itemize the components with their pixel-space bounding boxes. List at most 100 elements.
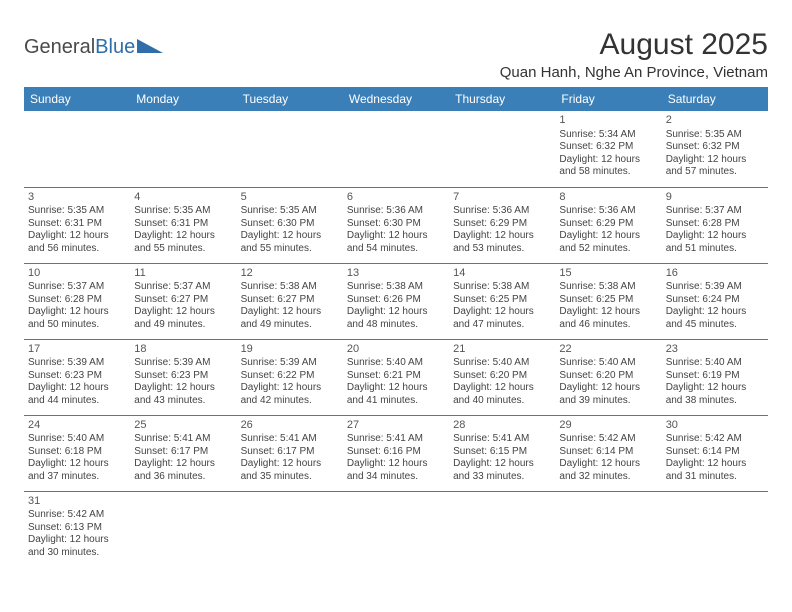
day-number: 30 — [666, 419, 764, 433]
calendar-cell — [343, 491, 449, 567]
calendar-cell — [237, 491, 343, 567]
daylight-text: Daylight: 12 hours and 50 minutes. — [28, 306, 126, 331]
sunset-text: Sunset: 6:28 PM — [666, 218, 764, 231]
daylight-text: Daylight: 12 hours and 51 minutes. — [666, 230, 764, 255]
day-number: 18 — [134, 343, 232, 357]
sunset-text: Sunset: 6:16 PM — [347, 446, 445, 459]
calendar-cell — [449, 491, 555, 567]
sunrise-text: Sunrise: 5:39 AM — [666, 281, 764, 294]
daylight-text: Daylight: 12 hours and 32 minutes. — [559, 458, 657, 483]
calendar-cell — [130, 111, 236, 187]
day-number: 29 — [559, 419, 657, 433]
sunset-text: Sunset: 6:17 PM — [134, 446, 232, 459]
calendar-cell: 12Sunrise: 5:38 AMSunset: 6:27 PMDayligh… — [237, 263, 343, 339]
sunset-text: Sunset: 6:19 PM — [666, 370, 764, 383]
sunset-text: Sunset: 6:29 PM — [559, 218, 657, 231]
daylight-text: Daylight: 12 hours and 43 minutes. — [134, 382, 232, 407]
calendar-row: 24Sunrise: 5:40 AMSunset: 6:18 PMDayligh… — [24, 415, 768, 491]
day-number: 10 — [28, 267, 126, 281]
daylight-text: Daylight: 12 hours and 56 minutes. — [28, 230, 126, 255]
daylight-text: Daylight: 12 hours and 38 minutes. — [666, 382, 764, 407]
sunrise-text: Sunrise: 5:39 AM — [241, 357, 339, 370]
sunset-text: Sunset: 6:27 PM — [241, 294, 339, 307]
day-number: 4 — [134, 191, 232, 205]
day-header: Thursday — [449, 87, 555, 111]
title-block: August 2025 Quan Hanh, Nghe An Province,… — [500, 28, 768, 81]
calendar-cell: 17Sunrise: 5:39 AMSunset: 6:23 PMDayligh… — [24, 339, 130, 415]
sunrise-text: Sunrise: 5:40 AM — [453, 357, 551, 370]
sunrise-text: Sunrise: 5:37 AM — [666, 205, 764, 218]
daylight-text: Daylight: 12 hours and 57 minutes. — [666, 154, 764, 179]
sunrise-text: Sunrise: 5:40 AM — [666, 357, 764, 370]
daylight-text: Daylight: 12 hours and 58 minutes. — [559, 154, 657, 179]
sunset-text: Sunset: 6:30 PM — [241, 218, 339, 231]
sunset-text: Sunset: 6:32 PM — [559, 141, 657, 154]
daylight-text: Daylight: 12 hours and 33 minutes. — [453, 458, 551, 483]
daylight-text: Daylight: 12 hours and 53 minutes. — [453, 230, 551, 255]
sunset-text: Sunset: 6:24 PM — [666, 294, 764, 307]
day-number: 17 — [28, 343, 126, 357]
day-number: 7 — [453, 191, 551, 205]
daylight-text: Daylight: 12 hours and 47 minutes. — [453, 306, 551, 331]
day-number: 20 — [347, 343, 445, 357]
day-number: 3 — [28, 191, 126, 205]
sunset-text: Sunset: 6:31 PM — [134, 218, 232, 231]
daylight-text: Daylight: 12 hours and 52 minutes. — [559, 230, 657, 255]
calendar-row: 17Sunrise: 5:39 AMSunset: 6:23 PMDayligh… — [24, 339, 768, 415]
daylight-text: Daylight: 12 hours and 37 minutes. — [28, 458, 126, 483]
sunrise-text: Sunrise: 5:40 AM — [559, 357, 657, 370]
sunrise-text: Sunrise: 5:35 AM — [28, 205, 126, 218]
calendar-row: 3Sunrise: 5:35 AM Sunset: 6:31 PM Daylight… — [24, 187, 768, 263]
calendar-cell: 2Sunrise: 5:35 AMSunset: 6:32 PMDaylight… — [662, 111, 768, 187]
sunrise-text: Sunrise: 5:40 AM — [28, 433, 126, 446]
calendar-cell: 16Sunrise: 5:39 AMSunset: 6:24 PMDayligh… — [662, 263, 768, 339]
calendar-cell: 11Sunrise: 5:37 AMSunset: 6:27 PMDayligh… — [130, 263, 236, 339]
sunrise-text: Sunrise: 5:34 AM — [559, 129, 657, 142]
logo: General Blue — [24, 36, 163, 59]
daylight-text: Daylight: 12 hours and 54 minutes. — [347, 230, 445, 255]
calendar-cell: 29Sunrise: 5:42 AMSunset: 6:14 PMDayligh… — [555, 415, 661, 491]
day-number: 9 — [666, 191, 764, 205]
sunrise-text: Sunrise: 5:38 AM — [347, 281, 445, 294]
daylight-text: Daylight: 12 hours and 30 minutes. — [28, 534, 126, 559]
daylight-text: Daylight: 12 hours and 35 minutes. — [241, 458, 339, 483]
daylight-text: Daylight: 12 hours and 40 minutes. — [453, 382, 551, 407]
sunrise-text: Sunrise: 5:38 AM — [559, 281, 657, 294]
day-header: Friday — [555, 87, 661, 111]
day-number: 12 — [241, 267, 339, 281]
sunrise-text: Sunrise: 5:42 AM — [559, 433, 657, 446]
sunset-text: Sunset: 6:14 PM — [666, 446, 764, 459]
calendar-cell — [555, 491, 661, 567]
day-number: 6 — [347, 191, 445, 205]
calendar-cell: 1Sunrise: 5:34 AMSunset: 6:32 PMDaylight… — [555, 111, 661, 187]
sunset-text: Sunset: 6:22 PM — [241, 370, 339, 383]
daylight-text: Daylight: 12 hours and 31 minutes. — [666, 458, 764, 483]
header: General Blue August 2025 Quan Hanh, Nghe… — [24, 28, 768, 81]
daylight-text: Daylight: 12 hours and 49 minutes. — [134, 306, 232, 331]
daylight-text: Daylight: 12 hours and 55 minutes. — [241, 230, 339, 255]
day-number: 23 — [666, 343, 764, 357]
day-number: 15 — [559, 267, 657, 281]
sunrise-text: Sunrise: 5:42 AM — [666, 433, 764, 446]
calendar-row: 10Sunrise: 5:37 AMSunset: 6:28 PMDayligh… — [24, 263, 768, 339]
calendar-cell: 19Sunrise: 5:39 AMSunset: 6:22 PMDayligh… — [237, 339, 343, 415]
day-number: 19 — [241, 343, 339, 357]
day-header: Wednesday — [343, 87, 449, 111]
sunrise-text: Sunrise: 5:37 AM — [134, 281, 232, 294]
daylight-text: Daylight: 12 hours and 48 minutes. — [347, 306, 445, 331]
daylight-text: Daylight: 12 hours and 39 minutes. — [559, 382, 657, 407]
day-number: 26 — [241, 419, 339, 433]
sunrise-text: Sunrise: 5:37 AM — [28, 281, 126, 294]
calendar-row: 1Sunrise: 5:34 AMSunset: 6:32 PMDaylight… — [24, 111, 768, 187]
calendar-cell: 28Sunrise: 5:41 AMSunset: 6:15 PMDayligh… — [449, 415, 555, 491]
day-number: 13 — [347, 267, 445, 281]
calendar-cell: 27Sunrise: 5:41 AMSunset: 6:16 PMDayligh… — [343, 415, 449, 491]
calendar-cell: 18Sunrise: 5:39 AMSunset: 6:23 PMDayligh… — [130, 339, 236, 415]
day-number: 27 — [347, 419, 445, 433]
sunset-text: Sunset: 6:23 PM — [134, 370, 232, 383]
sunset-text: Sunset: 6:32 PM — [666, 141, 764, 154]
sunset-text: Sunset: 6:25 PM — [453, 294, 551, 307]
flag-icon — [137, 37, 163, 53]
daylight-text: Daylight: 12 hours and 42 minutes. — [241, 382, 339, 407]
calendar-cell: 14Sunrise: 5:38 AMSunset: 6:25 PMDayligh… — [449, 263, 555, 339]
